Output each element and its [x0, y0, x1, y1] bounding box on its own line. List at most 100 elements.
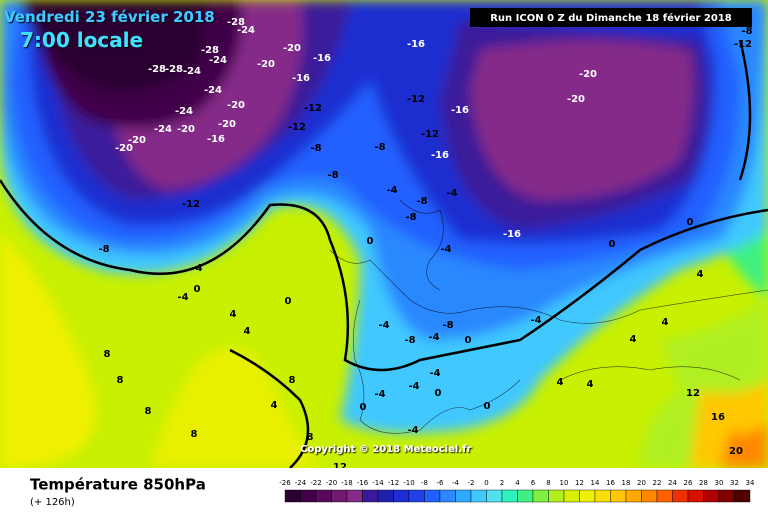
- contour-label: 4: [662, 317, 669, 328]
- colorbar-tick-label: -24: [295, 479, 307, 487]
- contour-label: -8: [741, 26, 752, 37]
- contour-label: -4: [191, 263, 202, 274]
- colorbar-tick-label: -16: [357, 479, 369, 487]
- run-info-box: [470, 8, 752, 27]
- contour-label: -4: [177, 292, 188, 303]
- contour-label: -24: [175, 106, 193, 117]
- contour-label: -20: [218, 119, 236, 130]
- contour-label: -8: [327, 170, 338, 181]
- colorbar-tick-label: 28: [699, 479, 708, 487]
- colorbar-tick-label: -20: [326, 479, 337, 487]
- colorbar-swatch: [424, 489, 441, 503]
- contour-label: -28: [227, 17, 245, 28]
- contour-label: -16: [207, 134, 225, 145]
- contour-label: 16: [711, 412, 725, 423]
- contour-label: -16: [451, 105, 469, 116]
- colorbar-tick-label: 6: [531, 479, 536, 487]
- contour-label: -4: [429, 368, 440, 379]
- colorbar-swatch: [672, 489, 689, 503]
- contour-label: 4: [230, 309, 237, 320]
- colorbar-tick-label: -2: [468, 479, 475, 487]
- colorbar-swatch: [734, 489, 751, 503]
- colorbar-swatch: [346, 489, 363, 503]
- contour-label: -8: [374, 142, 385, 153]
- contour-label: -4: [386, 185, 397, 196]
- contour-labels: -28-24-28-24 -20-28-28 -24-24-20-16-16-12-…: [98, 17, 752, 468]
- colorbar-swatch: [517, 489, 534, 503]
- contour-label: -4: [408, 381, 419, 392]
- contour-label: -4: [440, 244, 451, 255]
- contour-label: 12: [686, 388, 700, 399]
- contour-label: -8: [404, 335, 415, 346]
- contour-label: 0: [285, 296, 292, 307]
- colorbar-swatch: [408, 489, 425, 503]
- contour-label: -16: [313, 53, 331, 64]
- colorbar-tick-label: 10: [560, 479, 569, 487]
- contour-label: -24: [237, 25, 255, 36]
- colorbar-tick-label: 16: [606, 479, 615, 487]
- colorbar-tick-label: -14: [372, 479, 384, 487]
- contour-label: -20: [128, 135, 146, 146]
- colorbar-swatch: [315, 489, 332, 503]
- contour-label: -4: [446, 188, 457, 199]
- colorbar-swatch: [656, 489, 673, 503]
- colorbar-swatch: [377, 489, 394, 503]
- colorbar-tick-label: 18: [622, 479, 631, 487]
- colorbar-swatch: [703, 489, 720, 503]
- colorbar-swatch: [331, 489, 348, 503]
- contour-label: -8: [310, 143, 321, 154]
- forecast-date: Vendredi 23 février 2018: [4, 8, 215, 26]
- contour-label: -4: [378, 320, 389, 331]
- forecast-lead: (+ 126h): [30, 497, 75, 508]
- colorbar-tick-label: 22: [653, 479, 662, 487]
- contour-label: -28: [201, 45, 219, 56]
- contour-label: 4: [557, 377, 564, 388]
- forecast-time: 7:00 locale: [20, 28, 143, 52]
- contour-label: -12: [734, 39, 752, 50]
- colorbar-swatch: [284, 489, 301, 503]
- contour-label: -20: [283, 43, 301, 54]
- field-title: Température 850hPa: [30, 476, 206, 494]
- contour-label: 8: [191, 429, 198, 440]
- contour-label: 4: [697, 269, 704, 280]
- contour-label: -16: [503, 229, 521, 240]
- colorbar-swatch: [548, 489, 565, 503]
- contour-label: -20: [567, 94, 585, 105]
- contour-label: -4: [374, 389, 385, 400]
- colorbar-swatch: [532, 489, 549, 503]
- contour-label: -16: [292, 73, 310, 84]
- colorbar-tick-label: -10: [403, 479, 414, 487]
- contour-label: -20: [115, 143, 133, 154]
- colorbar-tick-label: -12: [388, 479, 399, 487]
- contour-label: 8: [289, 375, 296, 386]
- contour-label: 0: [609, 239, 616, 250]
- contour-label: 0: [465, 335, 472, 346]
- contour-label: -24: [204, 85, 222, 96]
- colorbar-tick-label: -8: [421, 479, 428, 487]
- colorbar-tick-label: -26: [279, 479, 291, 487]
- colorbar-tick-label: 34: [746, 479, 755, 487]
- colorbar-swatch: [641, 489, 658, 503]
- colorbar-tick-label: -6: [437, 479, 445, 487]
- contour-label: 0: [367, 236, 374, 247]
- colorbar-swatch: [579, 489, 596, 503]
- contour-label: -20: [257, 59, 275, 70]
- contour-label: 4: [587, 379, 594, 390]
- contour-label: 8: [117, 375, 124, 386]
- contour-label: -8: [405, 212, 416, 223]
- contour-label: 0: [194, 284, 201, 295]
- colorbar-tick-label: -4: [452, 479, 460, 487]
- contour-label: -4: [407, 425, 418, 436]
- contour-label: 0: [484, 401, 491, 412]
- contour-label: 4: [630, 334, 637, 345]
- colorbar-swatch: [470, 489, 487, 503]
- contour-label: 0: [687, 217, 694, 228]
- contour-label: 8: [104, 349, 111, 360]
- colorbar-tick-label: 14: [591, 479, 600, 487]
- contour-label: 4: [244, 326, 251, 337]
- contour-label: -12: [304, 103, 322, 114]
- copyright: Copyright © 2018 Meteociel.fr: [300, 444, 471, 455]
- colorbar-tick-label: 2: [500, 479, 504, 487]
- contour-label: -16: [431, 150, 449, 161]
